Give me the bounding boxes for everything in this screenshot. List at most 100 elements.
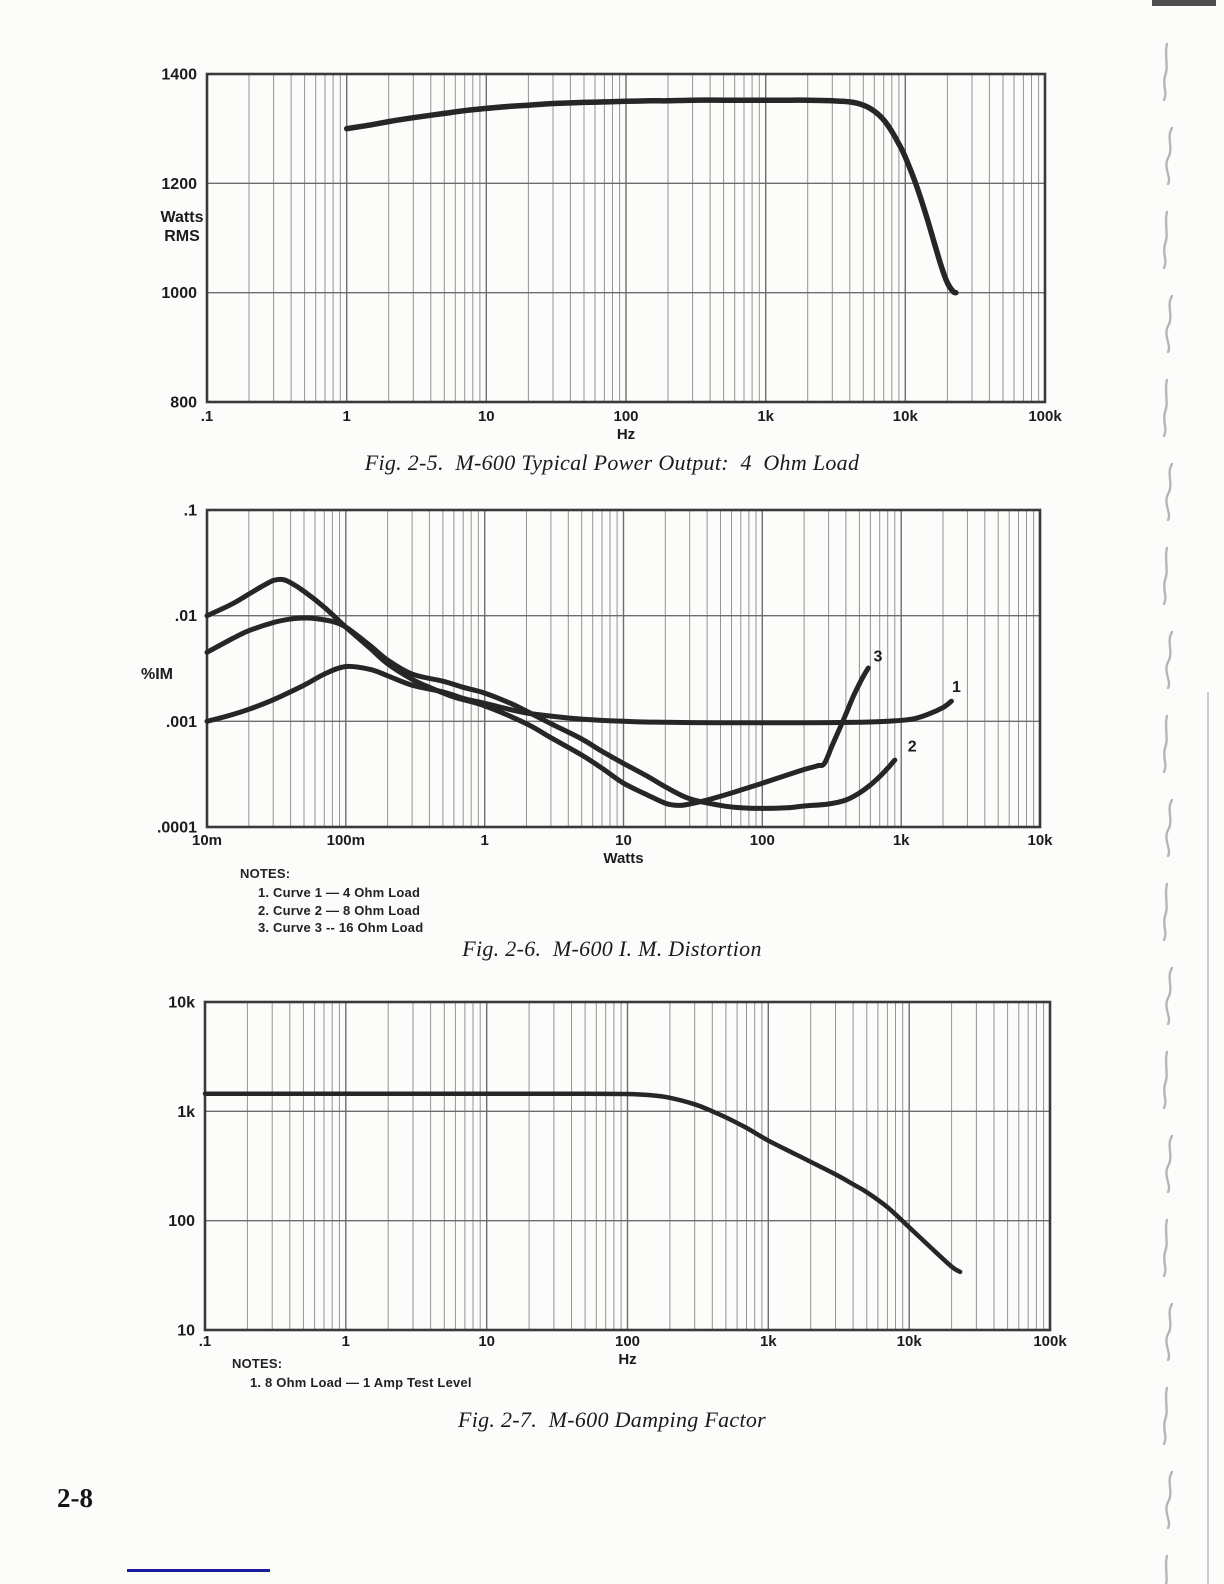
y-tick-label: 1000 (161, 285, 197, 302)
x-tick-label: 1 (342, 1333, 350, 1350)
y-tick-label: 100 (168, 1213, 195, 1230)
binding-mark-stroke (1162, 210, 1169, 270)
binding-mark-stroke (1164, 1554, 1169, 1584)
binding-mark-icon (1165, 630, 1174, 690)
plot-frame (203, 1000, 1052, 1332)
x-tick-label: 10k (1027, 832, 1053, 849)
x-tick-label: 100k (1033, 1333, 1067, 1350)
plot-frame (205, 72, 1047, 404)
im-distortion-chart: 1 2 3 10m 100m 1 10 100 1k 10k .0001 .001 .01 .1 Watts… (141, 503, 1053, 868)
figure-2-5-caption: Fig. 2-5. M-600 Typical Power Output: 4 … (364, 450, 860, 475)
binding-mark-stroke (1165, 798, 1174, 858)
x-tick-label: 10m (192, 832, 222, 849)
x-tick-label: 10 (615, 832, 632, 849)
x-tick-label: 100m (327, 832, 365, 849)
y-tick-label: .0001 (157, 820, 197, 837)
binding-mark-icon (1164, 1554, 1169, 1584)
binding-mark-stroke (1162, 1218, 1169, 1278)
binding-mark-stroke (1162, 882, 1169, 942)
notes-heading: NOTES: (240, 866, 291, 881)
note-line: 3. Curve 3 -- 16 Ohm Load (258, 920, 424, 935)
plot-frame (205, 508, 1042, 829)
x-tick-label: 1 (481, 832, 489, 849)
y-tick-label: 10k (168, 995, 195, 1012)
binding-mark-stroke (1162, 546, 1169, 606)
y-axis-title: RMS (164, 228, 200, 245)
y-tick-label: 800 (170, 395, 197, 412)
y-tick-label: 1400 (161, 67, 197, 84)
x-axis-title: Hz (617, 426, 635, 443)
binding-mark-icon (1165, 798, 1174, 858)
power-output-chart: .1 1 10 100 1k 10k 100k 800 1000 1200 1400 Hz Watts R… (161, 67, 1063, 444)
curve-number-label: 3 (873, 648, 882, 665)
x-tick-label: 1k (893, 832, 910, 849)
figure-2-6-caption: Fig. 2-6. M-600 I. M. Distortion (462, 936, 762, 961)
curve-1 (204, 663, 954, 726)
y-axis-title: %IM (141, 666, 173, 683)
binding-mark-stroke (1165, 294, 1174, 354)
y-axis-title: Watts (161, 209, 204, 226)
x-tick-label: .1 (199, 1333, 212, 1350)
page-number: 2-8 (57, 1483, 93, 1513)
binding-mark-stroke (1162, 42, 1169, 102)
x-tick-label: 10k (897, 1333, 923, 1350)
y-tick-label: .001 (166, 714, 197, 731)
binding-mark-icon (1165, 1470, 1174, 1530)
binding-mark-stroke (1165, 1302, 1174, 1362)
binding-mark-icon (1162, 882, 1169, 942)
curve-main (343, 97, 959, 296)
im-distortion-notes: NOTES: 1. Curve 1 — 4 Ohm Load 2. Curve … (240, 866, 423, 937)
binding-mark-icon (1162, 1050, 1169, 1110)
binding-mark-stroke (1165, 1470, 1174, 1530)
curve-number-label: 1 (952, 679, 961, 696)
damping-factor-notes: NOTES: 1. 8 Ohm Load — 1 Amp Test Level (232, 1356, 472, 1392)
binding-mark-icon (1165, 1134, 1174, 1194)
binding-mark-stroke (1162, 714, 1169, 774)
binding-mark-icon (1162, 714, 1169, 774)
binding-mark-stroke (1165, 1134, 1174, 1194)
scan-artifact-top-bar (1152, 0, 1216, 6)
notes-heading: NOTES: (232, 1356, 283, 1371)
y-tick-label: 1k (177, 1104, 195, 1121)
binding-mark-icon (1162, 1218, 1169, 1278)
x-tick-label: 100 (615, 1333, 640, 1350)
x-tick-label: 1k (760, 1333, 777, 1350)
x-axis-title: Watts (603, 850, 643, 867)
x-tick-label: 1k (757, 408, 774, 425)
binding-mark-stroke (1162, 1386, 1169, 1446)
binding-mark-stroke (1162, 1050, 1169, 1110)
binding-mark-icon (1162, 546, 1169, 606)
binding-mark-icon (1165, 1302, 1174, 1362)
note-line: 1. 8 Ohm Load — 1 Amp Test Level (250, 1375, 472, 1390)
figure-2-7-caption: Fig. 2-7. M-600 Damping Factor (457, 1407, 767, 1432)
binding-mark-icon (1165, 126, 1174, 186)
x-axis-title: Hz (618, 1351, 636, 1368)
x-tick-label: 10 (478, 1333, 495, 1350)
binding-mark-icon (1165, 966, 1174, 1026)
curve-number-label: 2 (908, 738, 917, 755)
y-tick-label: 10 (177, 1323, 195, 1340)
x-tick-label: .1 (201, 408, 214, 425)
binding-mark-icon (1162, 210, 1169, 270)
y-tick-label: .01 (175, 608, 197, 625)
curve-main (202, 1091, 963, 1275)
binding-mark-stroke (1165, 126, 1174, 186)
binding-mark-icon (1162, 378, 1169, 438)
binding-mark-icon (1165, 462, 1174, 522)
binding-mark-stroke (1165, 966, 1174, 1026)
note-line: 1. Curve 1 — 4 Ohm Load (258, 885, 421, 900)
x-tick-label: 10k (893, 408, 919, 425)
binding-mark-icon (1162, 1386, 1169, 1446)
scan-artifact-vertical-line (1207, 692, 1209, 1584)
x-tick-label: 10 (478, 408, 495, 425)
damping-factor-chart: .1 1 10 100 1k 10k 100k 10 100 1k 10k Hz (168, 995, 1067, 1369)
x-tick-label: 100 (613, 408, 638, 425)
binding-mark-stroke (1162, 378, 1169, 438)
curve-3 (204, 576, 871, 808)
curve-2 (204, 615, 898, 811)
binding-mark-icon (1162, 42, 1169, 102)
x-tick-label: 100k (1028, 408, 1062, 425)
y-tick-label: 1200 (161, 176, 197, 193)
x-tick-label: 100 (750, 832, 775, 849)
